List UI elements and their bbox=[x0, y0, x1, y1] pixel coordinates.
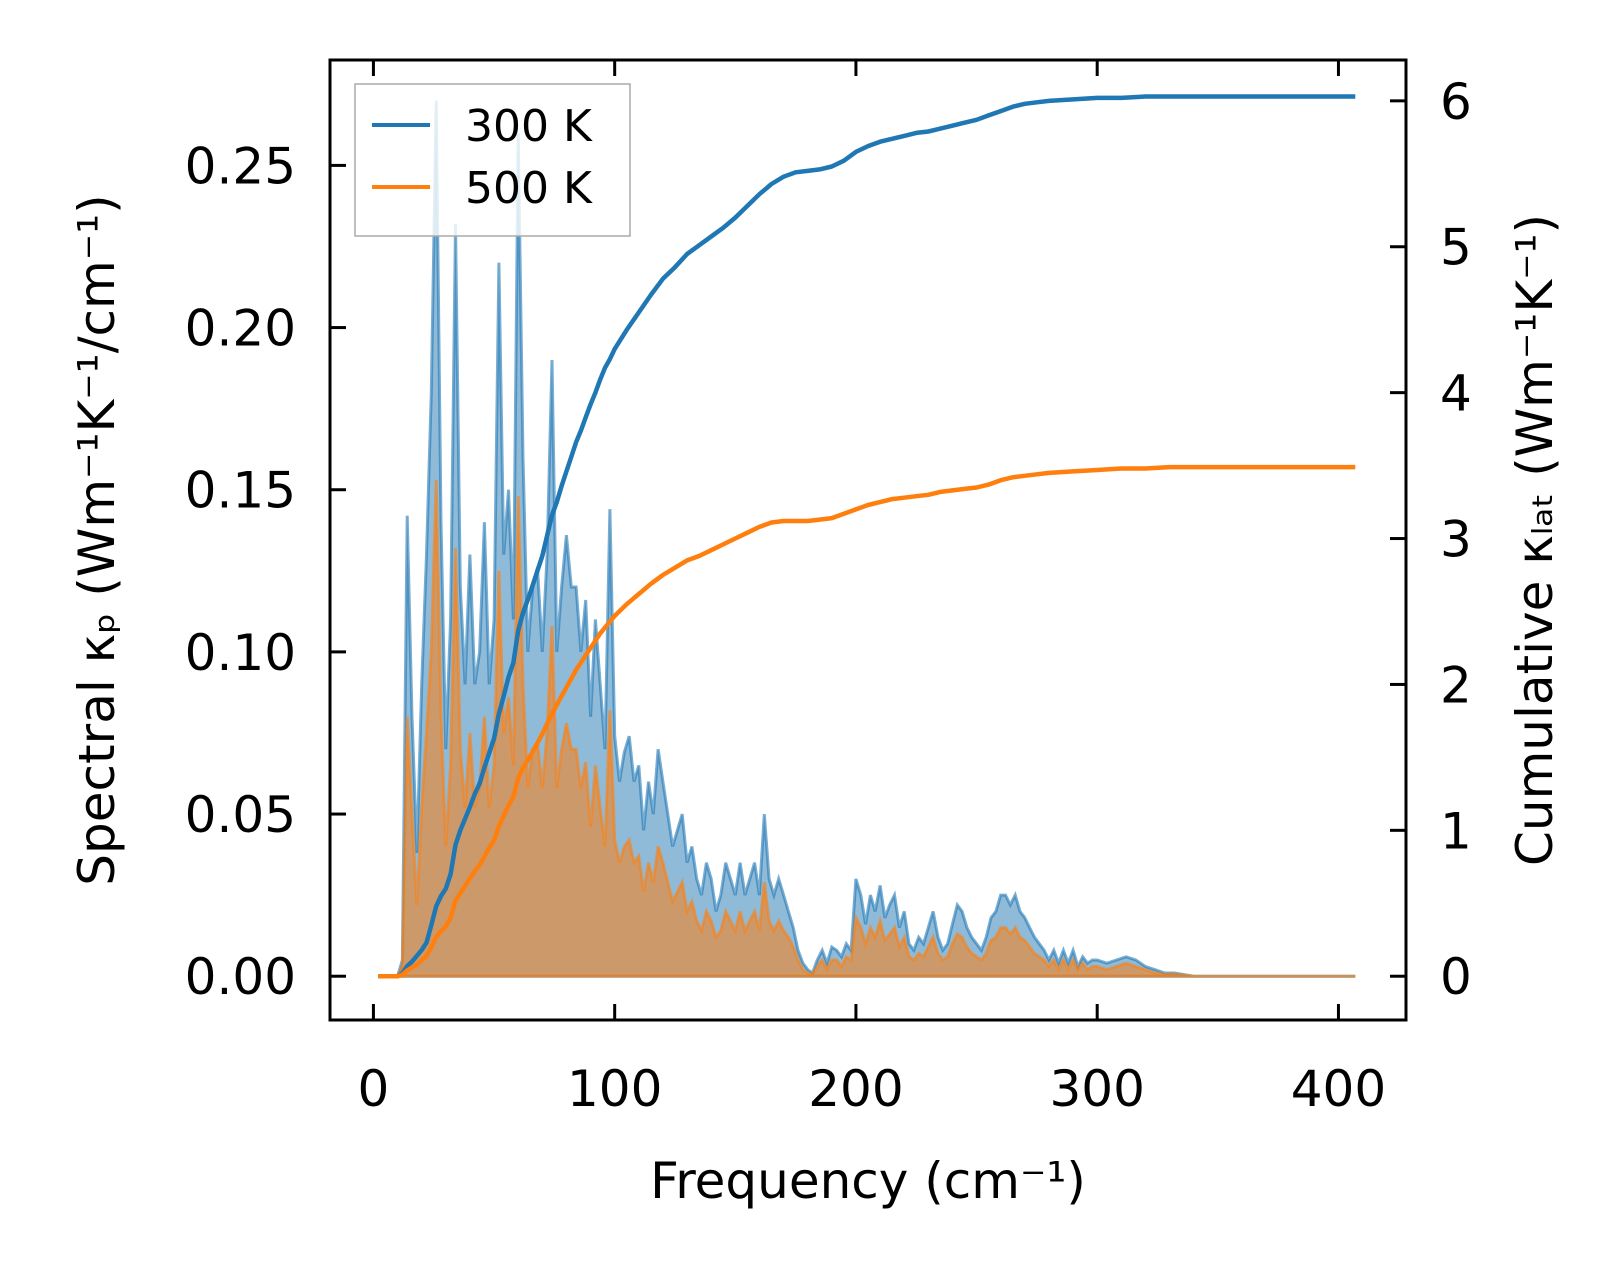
plot-lines bbox=[378, 94, 1356, 979]
plot-frame bbox=[328, 58, 1408, 1022]
y-left-axis-title: Spectral κₚ (Wm⁻¹K⁻¹/cm⁻¹) bbox=[68, 194, 126, 885]
y-left-tick-label: 0.10 bbox=[185, 624, 296, 682]
legend: 300 K 500 K bbox=[354, 83, 631, 237]
y-right-tick-label: 5 bbox=[1440, 219, 1472, 277]
y-right-tick-label: 6 bbox=[1440, 73, 1472, 131]
x-tick-label: 100 bbox=[567, 1060, 662, 1118]
spectral-fills bbox=[378, 100, 1356, 978]
spectral-area-500k bbox=[378, 479, 1356, 978]
y-right-tick-label: 3 bbox=[1440, 511, 1472, 569]
x-axis-title: Frequency (cm⁻¹) bbox=[650, 1152, 1086, 1210]
axis-ticks: 0 100 200 300 400 0.00 0.05 0.10 0.15 0.20 0.25 0 1 2… bbox=[185, 60, 1472, 1118]
y-left-tick-label: 0.00 bbox=[185, 948, 296, 1006]
y-right-tick-label: 0 bbox=[1440, 948, 1472, 1006]
y-left-tick-label: 0.20 bbox=[185, 300, 296, 358]
legend-label-300k: 300 K bbox=[465, 101, 593, 152]
cumulative-line-500k bbox=[378, 464, 1356, 979]
y-right-tick-label: 2 bbox=[1440, 656, 1472, 714]
y-left-tick-label: 0.05 bbox=[185, 786, 296, 844]
y-left-tick-label: 0.25 bbox=[185, 137, 296, 195]
y-right-axis-title: Cumulative κₗₐₜ (Wm⁻¹K⁻¹) bbox=[1506, 214, 1564, 866]
legend-box bbox=[354, 83, 631, 237]
y-right-tick-label: 4 bbox=[1440, 365, 1472, 423]
cumulative-line-300k bbox=[378, 94, 1356, 979]
y-left-tick-label: 0.15 bbox=[185, 462, 296, 520]
x-tick-label: 300 bbox=[1049, 1060, 1144, 1118]
x-tick-label: 0 bbox=[358, 1060, 390, 1118]
x-tick-label: 400 bbox=[1291, 1060, 1386, 1118]
x-tick-label: 200 bbox=[808, 1060, 903, 1118]
legend-label-500k: 500 K bbox=[465, 163, 593, 214]
y-right-tick-label: 1 bbox=[1440, 802, 1472, 860]
